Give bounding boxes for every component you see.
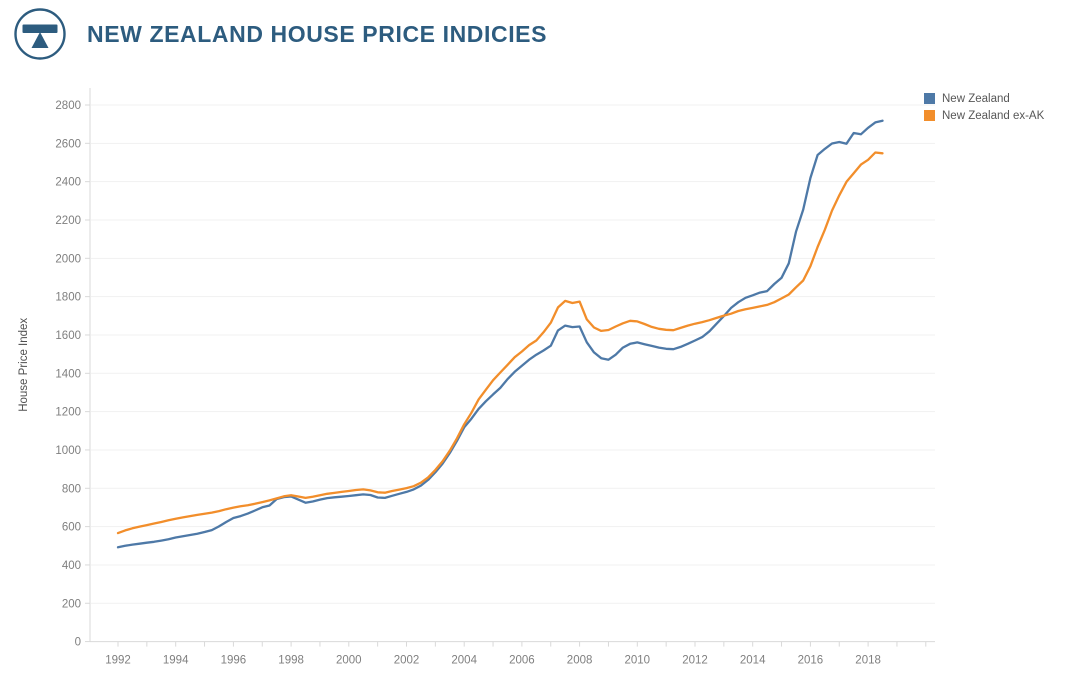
svg-text:600: 600 bbox=[62, 522, 81, 534]
app-header: NEW ZEALAND HOUSE PRICE INDICIES bbox=[13, 7, 547, 61]
svg-text:2006: 2006 bbox=[509, 655, 535, 667]
svg-text:2016: 2016 bbox=[798, 655, 824, 667]
legend-label-new-zealand: New Zealand bbox=[942, 92, 1010, 105]
legend-item-new-zealand[interactable]: New Zealand bbox=[924, 90, 1044, 107]
svg-text:2004: 2004 bbox=[451, 655, 477, 667]
svg-text:2400: 2400 bbox=[55, 177, 81, 189]
balance-scale-logo-icon bbox=[13, 7, 67, 61]
svg-text:2010: 2010 bbox=[625, 655, 651, 667]
svg-text:2000: 2000 bbox=[336, 655, 362, 667]
svg-text:1000: 1000 bbox=[55, 445, 81, 457]
chart-legend: New Zealand New Zealand ex-AK bbox=[924, 90, 1044, 124]
svg-text:2000: 2000 bbox=[55, 253, 81, 265]
svg-text:400: 400 bbox=[62, 560, 81, 572]
svg-text:2014: 2014 bbox=[740, 655, 766, 667]
svg-text:2018: 2018 bbox=[855, 655, 881, 667]
legend-swatch-new-zealand-ex-ak bbox=[924, 110, 935, 121]
svg-text:800: 800 bbox=[62, 483, 81, 495]
svg-text:200: 200 bbox=[62, 598, 81, 610]
legend-label-new-zealand-ex-ak: New Zealand ex-AK bbox=[942, 109, 1045, 122]
svg-text:2800: 2800 bbox=[55, 100, 81, 112]
svg-text:2008: 2008 bbox=[567, 655, 593, 667]
svg-text:1992: 1992 bbox=[105, 655, 131, 667]
legend-swatch-new-zealand bbox=[924, 93, 935, 104]
svg-text:2012: 2012 bbox=[682, 655, 708, 667]
svg-text:0: 0 bbox=[75, 637, 81, 649]
svg-text:2200: 2200 bbox=[55, 215, 81, 227]
svg-text:House Price Index: House Price Index bbox=[18, 318, 30, 412]
svg-text:1998: 1998 bbox=[278, 655, 304, 667]
svg-text:1994: 1994 bbox=[163, 655, 189, 667]
page-title: NEW ZEALAND HOUSE PRICE INDICIES bbox=[87, 20, 548, 47]
svg-text:1400: 1400 bbox=[55, 368, 81, 380]
svg-text:2600: 2600 bbox=[55, 138, 81, 150]
svg-text:1800: 1800 bbox=[55, 292, 81, 304]
legend-item-new-zealand-ex-ak[interactable]: New Zealand ex-AK bbox=[924, 107, 1044, 124]
svg-text:1600: 1600 bbox=[55, 330, 81, 342]
svg-text:2002: 2002 bbox=[394, 655, 420, 667]
svg-text:1200: 1200 bbox=[55, 407, 81, 419]
svg-text:1996: 1996 bbox=[221, 655, 247, 667]
